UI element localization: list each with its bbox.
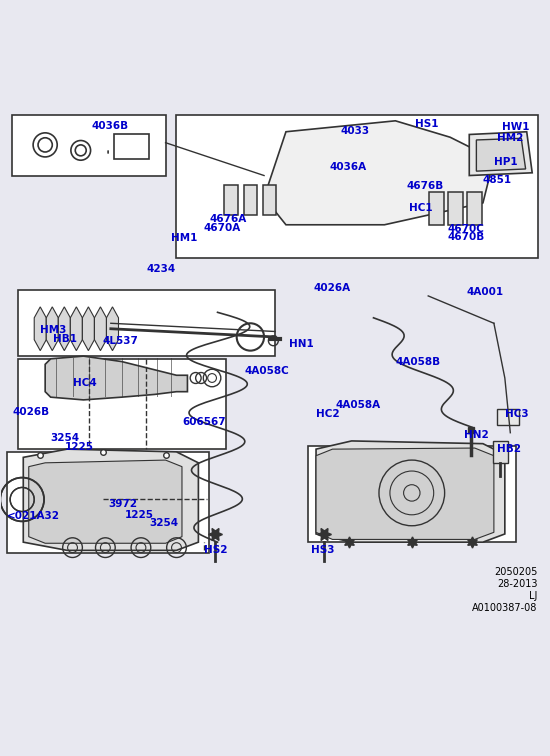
Text: 4234: 4234 bbox=[146, 264, 175, 274]
Text: 4026A: 4026A bbox=[314, 283, 350, 293]
Bar bbox=[263, 185, 276, 215]
Text: 606567: 606567 bbox=[182, 417, 226, 427]
Polygon shape bbox=[46, 307, 58, 351]
Polygon shape bbox=[58, 307, 70, 351]
Text: HN2: HN2 bbox=[464, 430, 488, 441]
Text: HC2: HC2 bbox=[316, 408, 340, 419]
Bar bbox=[177, 116, 538, 258]
Bar bbox=[113, 135, 149, 159]
Text: HB2: HB2 bbox=[497, 444, 521, 454]
Polygon shape bbox=[107, 307, 118, 351]
Text: 4L537: 4L537 bbox=[103, 336, 139, 345]
Text: HC1: HC1 bbox=[409, 203, 433, 213]
Polygon shape bbox=[34, 307, 46, 351]
Bar bbox=[497, 409, 519, 425]
Bar bbox=[448, 192, 463, 225]
Text: 4036B: 4036B bbox=[92, 121, 129, 132]
Text: 28-2013: 28-2013 bbox=[497, 579, 538, 590]
Text: 4676B: 4676B bbox=[406, 181, 444, 191]
Bar bbox=[18, 359, 226, 449]
Text: 4026B: 4026B bbox=[12, 407, 50, 417]
Text: HC3: HC3 bbox=[505, 408, 529, 419]
Bar bbox=[244, 185, 257, 215]
Polygon shape bbox=[29, 460, 182, 544]
Text: <021A32: <021A32 bbox=[7, 511, 60, 521]
Text: 3254: 3254 bbox=[51, 433, 80, 443]
Polygon shape bbox=[316, 441, 505, 542]
Polygon shape bbox=[45, 356, 188, 400]
Text: 1225: 1225 bbox=[124, 510, 153, 520]
Text: HS2: HS2 bbox=[204, 545, 227, 556]
Polygon shape bbox=[316, 448, 494, 540]
Text: 3254: 3254 bbox=[149, 518, 178, 528]
Text: 1225: 1225 bbox=[64, 442, 94, 453]
Text: A0100387-08: A0100387-08 bbox=[472, 603, 538, 613]
Text: LJ: LJ bbox=[529, 591, 538, 601]
Text: HM1: HM1 bbox=[171, 234, 197, 243]
Text: HW1: HW1 bbox=[502, 122, 530, 132]
Bar bbox=[493, 441, 508, 463]
Text: HB1: HB1 bbox=[53, 333, 78, 343]
Text: HP1: HP1 bbox=[494, 156, 518, 167]
Text: 4A001: 4A001 bbox=[466, 287, 504, 297]
Text: HS3: HS3 bbox=[311, 545, 334, 556]
Polygon shape bbox=[23, 449, 199, 550]
Text: 4676A: 4676A bbox=[210, 214, 246, 225]
Bar bbox=[224, 185, 238, 215]
Text: HM3: HM3 bbox=[40, 325, 66, 336]
Polygon shape bbox=[469, 132, 532, 175]
Text: 3972: 3972 bbox=[108, 499, 137, 509]
Text: 4670B: 4670B bbox=[447, 232, 485, 243]
Text: HC4: HC4 bbox=[73, 379, 96, 389]
Polygon shape bbox=[264, 121, 494, 225]
Polygon shape bbox=[70, 307, 82, 351]
Text: HN1: HN1 bbox=[289, 339, 313, 349]
Bar bbox=[12, 116, 166, 175]
Polygon shape bbox=[476, 138, 526, 171]
Text: 4670A: 4670A bbox=[204, 222, 241, 233]
Bar bbox=[467, 192, 482, 225]
Text: HS1: HS1 bbox=[415, 119, 438, 129]
Text: 4A058B: 4A058B bbox=[395, 357, 441, 367]
Bar bbox=[429, 192, 444, 225]
Polygon shape bbox=[95, 307, 107, 351]
Text: 4A058C: 4A058C bbox=[245, 366, 290, 376]
Bar bbox=[7, 452, 210, 553]
Bar bbox=[18, 290, 275, 356]
Text: 2050205: 2050205 bbox=[494, 567, 538, 578]
Text: 4670C: 4670C bbox=[447, 224, 484, 234]
Polygon shape bbox=[82, 307, 95, 351]
Text: 4851: 4851 bbox=[483, 175, 512, 185]
Text: 4033: 4033 bbox=[340, 126, 370, 136]
Text: HM2: HM2 bbox=[497, 133, 523, 144]
Text: 4036A: 4036A bbox=[329, 163, 367, 172]
Text: 4A058A: 4A058A bbox=[335, 401, 380, 411]
Bar bbox=[308, 446, 516, 542]
